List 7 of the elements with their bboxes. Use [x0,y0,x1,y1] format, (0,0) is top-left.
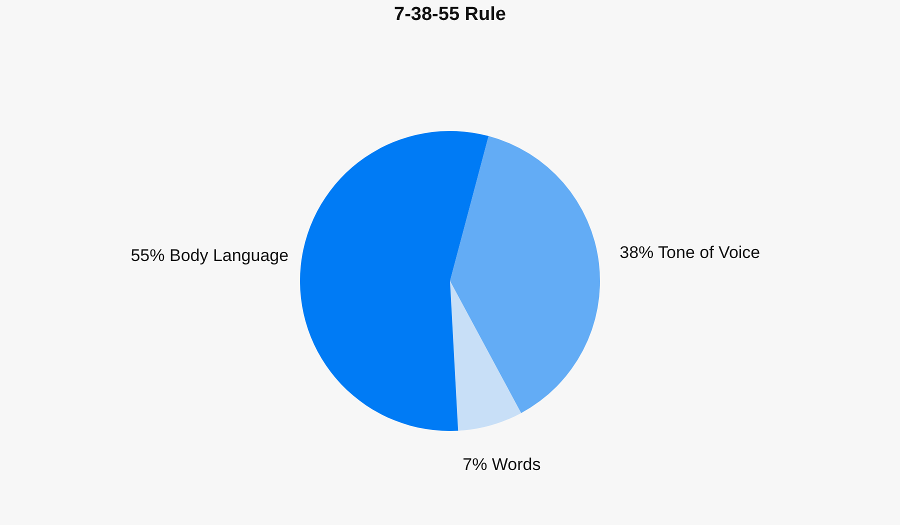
slice-label: 7% Words [462,454,541,474]
slice-label: 38% Tone of Voice [620,242,760,262]
pie-slice [450,136,600,414]
slice-label: 55% Body Language [130,246,289,266]
pie-slice [450,281,522,431]
pie-slice [300,131,489,431]
chart-title: 7-38-55 Rule [394,4,506,25]
